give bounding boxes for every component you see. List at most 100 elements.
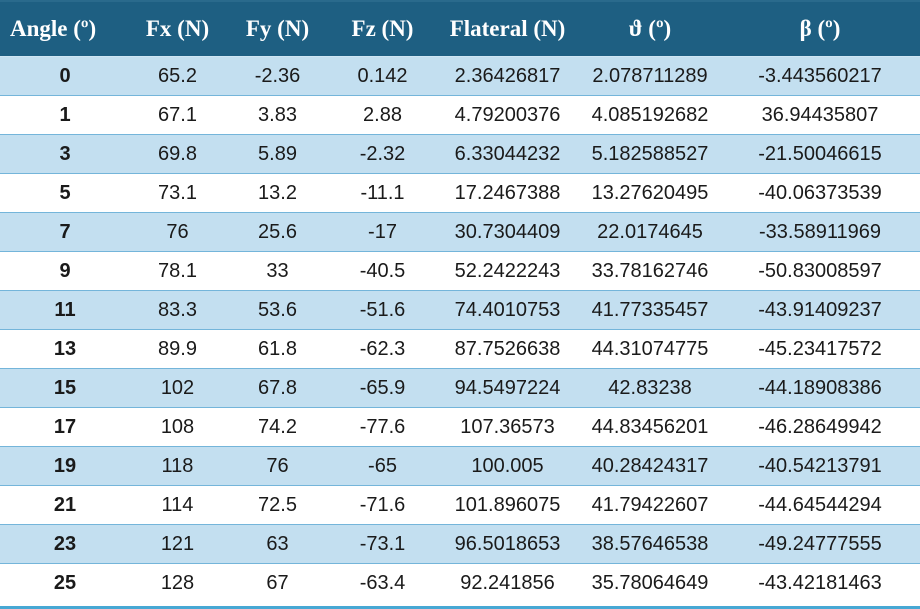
value-cell: 118 [130, 446, 225, 486]
column-header-fz: Fz (N) [330, 2, 435, 57]
value-cell: 87.7526638 [435, 329, 580, 369]
value-cell: 121 [130, 524, 225, 564]
header-row: Angle (º) Fx (N) Fy (N) Fz (N) Flateral … [0, 2, 920, 57]
angle-cell: 25 [0, 563, 130, 602]
value-cell: 5.89 [225, 134, 330, 174]
value-cell: 74.4010753 [435, 290, 580, 330]
value-cell: 44.31074775 [580, 329, 720, 369]
table-row: 25 128 67 -63.4 92.241856 35.78064649 -43.4218… [0, 563, 920, 602]
value-cell: -2.32 [330, 134, 435, 174]
value-cell: 2.88 [330, 95, 435, 135]
value-cell: 114 [130, 485, 225, 525]
angle-cell: 9 [0, 251, 130, 291]
angle-cell: 21 [0, 485, 130, 525]
value-cell: 65.2 [130, 56, 225, 96]
value-cell: 2.078711289 [580, 56, 720, 96]
value-cell: 92.241856 [435, 563, 580, 602]
value-cell: 69.8 [130, 134, 225, 174]
value-cell: 76 [130, 212, 225, 252]
value-cell: 78.1 [130, 251, 225, 291]
table-row: 11 83.3 53.6 -51.6 74.4010753 41.77335457 -43.… [0, 290, 920, 330]
value-cell: 40.28424317 [580, 446, 720, 486]
angle-cell: 19 [0, 446, 130, 486]
value-cell: 96.5018653 [435, 524, 580, 564]
value-cell: 35.78064649 [580, 563, 720, 602]
value-cell: 44.83456201 [580, 407, 720, 447]
value-cell: -65.9 [330, 368, 435, 408]
angle-cell: 13 [0, 329, 130, 369]
value-cell: -33.58911969 [720, 212, 920, 252]
table-row: 1 67.1 3.83 2.88 4.79200376 4.085192682 36.944… [0, 95, 920, 135]
value-cell: -43.42181463 [720, 563, 920, 602]
value-cell: 5.182588527 [580, 134, 720, 174]
value-cell: -43.91409237 [720, 290, 920, 330]
angle-cell: 5 [0, 173, 130, 213]
table-row: 3 69.8 5.89 -2.32 6.33044232 5.182588527 -21.5… [0, 134, 920, 174]
value-cell: -2.36 [225, 56, 330, 96]
value-cell: 33 [225, 251, 330, 291]
value-cell: -51.6 [330, 290, 435, 330]
value-cell: -11.1 [330, 173, 435, 213]
value-cell: -40.5 [330, 251, 435, 291]
column-header-flateral: Flateral (N) [435, 2, 580, 57]
value-cell: -17 [330, 212, 435, 252]
value-cell: -21.50046615 [720, 134, 920, 174]
angle-cell: 1 [0, 95, 130, 135]
value-cell: -3.443560217 [720, 56, 920, 96]
table-row: 5 73.1 13.2 -11.1 17.2467388 13.27620495 -40.0… [0, 173, 920, 213]
table-row: 0 65.2 -2.36 0.142 2.36426817 2.078711289 -3.4… [0, 56, 920, 96]
value-cell: 25.6 [225, 212, 330, 252]
value-cell: 128 [130, 563, 225, 602]
angle-cell: 7 [0, 212, 130, 252]
value-cell: 13.2 [225, 173, 330, 213]
table-header: Angle (º) Fx (N) Fy (N) Fz (N) Flateral … [0, 2, 920, 57]
value-cell: -71.6 [330, 485, 435, 525]
value-cell: 100.005 [435, 446, 580, 486]
value-cell: -63.4 [330, 563, 435, 602]
value-cell: 102 [130, 368, 225, 408]
value-cell: 61.8 [225, 329, 330, 369]
table-row: 23 121 63 -73.1 96.5018653 38.57646538 -49.247… [0, 524, 920, 564]
column-header-angle: Angle (º) [0, 2, 130, 57]
value-cell: 107.36573 [435, 407, 580, 447]
value-cell: 73.1 [130, 173, 225, 213]
table-row: 15 102 67.8 -65.9 94.5497224 42.83238 -44.1890… [0, 368, 920, 408]
value-cell: -40.06373539 [720, 173, 920, 213]
value-cell: -50.83008597 [720, 251, 920, 291]
value-cell: 13.27620495 [580, 173, 720, 213]
angle-cell: 15 [0, 368, 130, 408]
value-cell: -44.18908386 [720, 368, 920, 408]
value-cell: 36.94435807 [720, 95, 920, 135]
table-row: 19 118 76 -65 100.005 40.28424317 -40.54213791 [0, 446, 920, 486]
value-cell: 108 [130, 407, 225, 447]
value-cell: 72.5 [225, 485, 330, 525]
angle-cell: 17 [0, 407, 130, 447]
value-cell: -73.1 [330, 524, 435, 564]
value-cell: -40.54213791 [720, 446, 920, 486]
table-body: 0 65.2 -2.36 0.142 2.36426817 2.078711289 -3.4… [0, 56, 920, 602]
value-cell: 41.79422607 [580, 485, 720, 525]
value-cell: 22.0174645 [580, 212, 720, 252]
value-cell: 101.896075 [435, 485, 580, 525]
value-cell: -65 [330, 446, 435, 486]
value-cell: 63 [225, 524, 330, 564]
column-header-theta: ϑ (º) [580, 2, 720, 57]
angle-cell: 0 [0, 56, 130, 96]
column-header-fy: Fy (N) [225, 2, 330, 57]
value-cell: 42.83238 [580, 368, 720, 408]
value-cell: 74.2 [225, 407, 330, 447]
value-cell: 4.085192682 [580, 95, 720, 135]
value-cell: -49.24777555 [720, 524, 920, 564]
value-cell: 17.2467388 [435, 173, 580, 213]
value-cell: 52.2422243 [435, 251, 580, 291]
table-row: 9 78.1 33 -40.5 52.2422243 33.78162746 -50.830… [0, 251, 920, 291]
value-cell: 76 [225, 446, 330, 486]
value-cell: 33.78162746 [580, 251, 720, 291]
value-cell: 3.83 [225, 95, 330, 135]
value-cell: -45.23417572 [720, 329, 920, 369]
value-cell: 4.79200376 [435, 95, 580, 135]
table-row: 21 114 72.5 -71.6 101.896075 41.79422607 -44.6… [0, 485, 920, 525]
value-cell: 53.6 [225, 290, 330, 330]
